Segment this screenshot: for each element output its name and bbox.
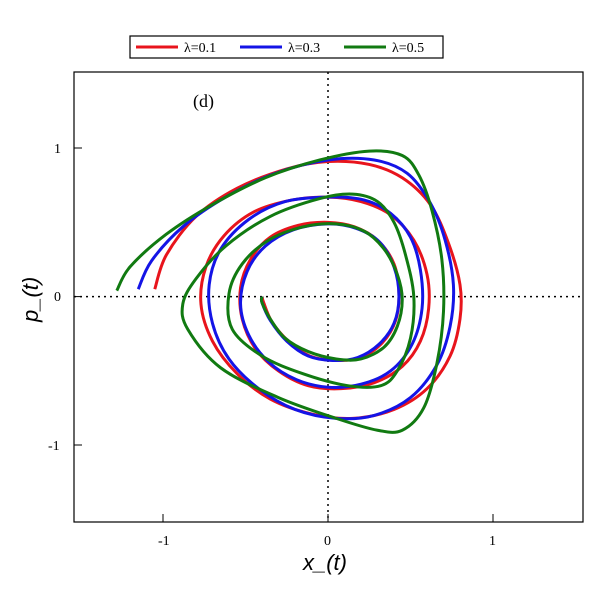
y-axis-title: p_(t) bbox=[18, 277, 43, 323]
legend-label-lambda-0.1: λ=0.1 bbox=[184, 41, 216, 56]
y-tick-label-minus1: -1 bbox=[48, 439, 60, 454]
series-curve-lambda-0.3 bbox=[136, 156, 456, 421]
y-tick-label-1: 1 bbox=[54, 142, 61, 157]
x-tick-label-minus1: -1 bbox=[158, 534, 170, 549]
x-tick-label-1: 1 bbox=[489, 534, 496, 549]
legend-box bbox=[129, 35, 444, 59]
legend-label-lambda-0.3: λ=0.3 bbox=[288, 41, 320, 56]
y-tick-label-0: 0 bbox=[54, 290, 61, 305]
series-curve-lambda-0.5 bbox=[115, 149, 446, 434]
series-layer bbox=[115, 149, 463, 434]
x-axis-title: x_(t) bbox=[302, 550, 347, 575]
series-curve-lambda-0.1 bbox=[153, 159, 463, 421]
panel-label: (d) bbox=[193, 91, 214, 112]
legend-label-lambda-0.5: λ=0.5 bbox=[392, 41, 424, 56]
x-tick-label-0: 0 bbox=[324, 534, 331, 549]
legend: λ=0.1 λ=0.3 λ=0.5 bbox=[129, 35, 444, 59]
